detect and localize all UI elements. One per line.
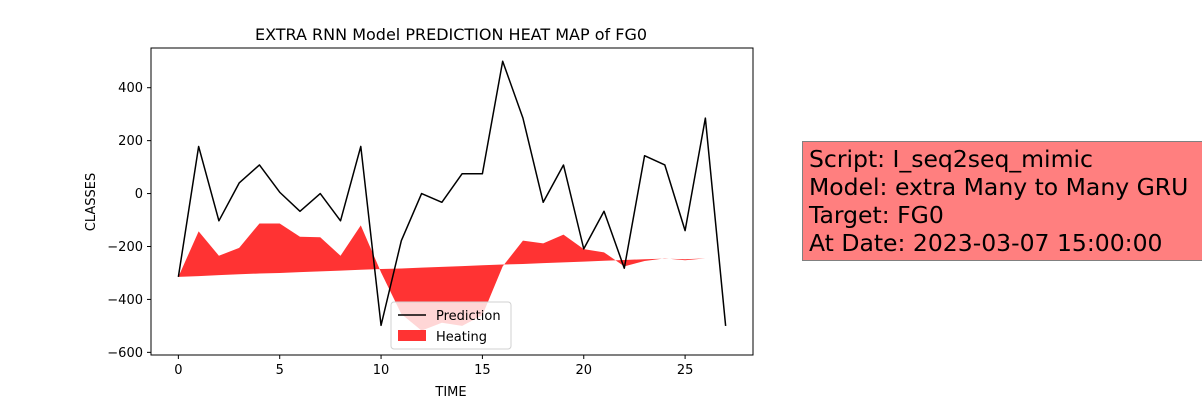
- chart-title: EXTRA RNN Model PREDICTION HEAT MAP of F…: [255, 25, 647, 44]
- prediction-line: [177, 60, 727, 327]
- info-box: Script: I_seq2seq_mimic Model: extra Man…: [802, 141, 1202, 261]
- y-tick-label: 0: [135, 187, 143, 202]
- y-tick-label: 200: [118, 134, 143, 149]
- plot-area: [177, 60, 727, 331]
- info-target: Target: FG0: [809, 201, 944, 229]
- axis-ticks: 0 5 10 15 20 25 −600 −400 −200 0 200 400: [107, 81, 693, 378]
- y-tick-label: 400: [118, 81, 143, 96]
- x-tick-label: 25: [677, 363, 694, 378]
- legend-heating-swatch: [398, 330, 426, 341]
- info-script: Script: I_seq2seq_mimic: [809, 145, 1093, 173]
- legend-heating-label: Heating: [436, 330, 487, 345]
- legend: Prediction Heating: [390, 301, 512, 350]
- y-tick-label: −400: [107, 293, 143, 308]
- legend-prediction-label: Prediction: [436, 309, 501, 324]
- info-model: Model: extra Many to Many GRU: [809, 173, 1189, 201]
- y-tick-label: −600: [107, 346, 143, 361]
- y-tick-label: −200: [107, 240, 143, 255]
- x-tick-label: 20: [575, 363, 592, 378]
- x-tick-label: 0: [174, 363, 182, 378]
- x-tick-label: 5: [276, 363, 284, 378]
- x-tick-label: 10: [373, 363, 390, 378]
- x-tick-label: 15: [474, 363, 491, 378]
- plot-frame: [150, 47, 754, 356]
- x-axis-title: TIME: [434, 385, 466, 400]
- y-axis-title: CLASSES: [84, 173, 99, 231]
- info-date: At Date: 2023-03-07 15:00:00: [809, 229, 1163, 257]
- heating-area: [178, 223, 726, 331]
